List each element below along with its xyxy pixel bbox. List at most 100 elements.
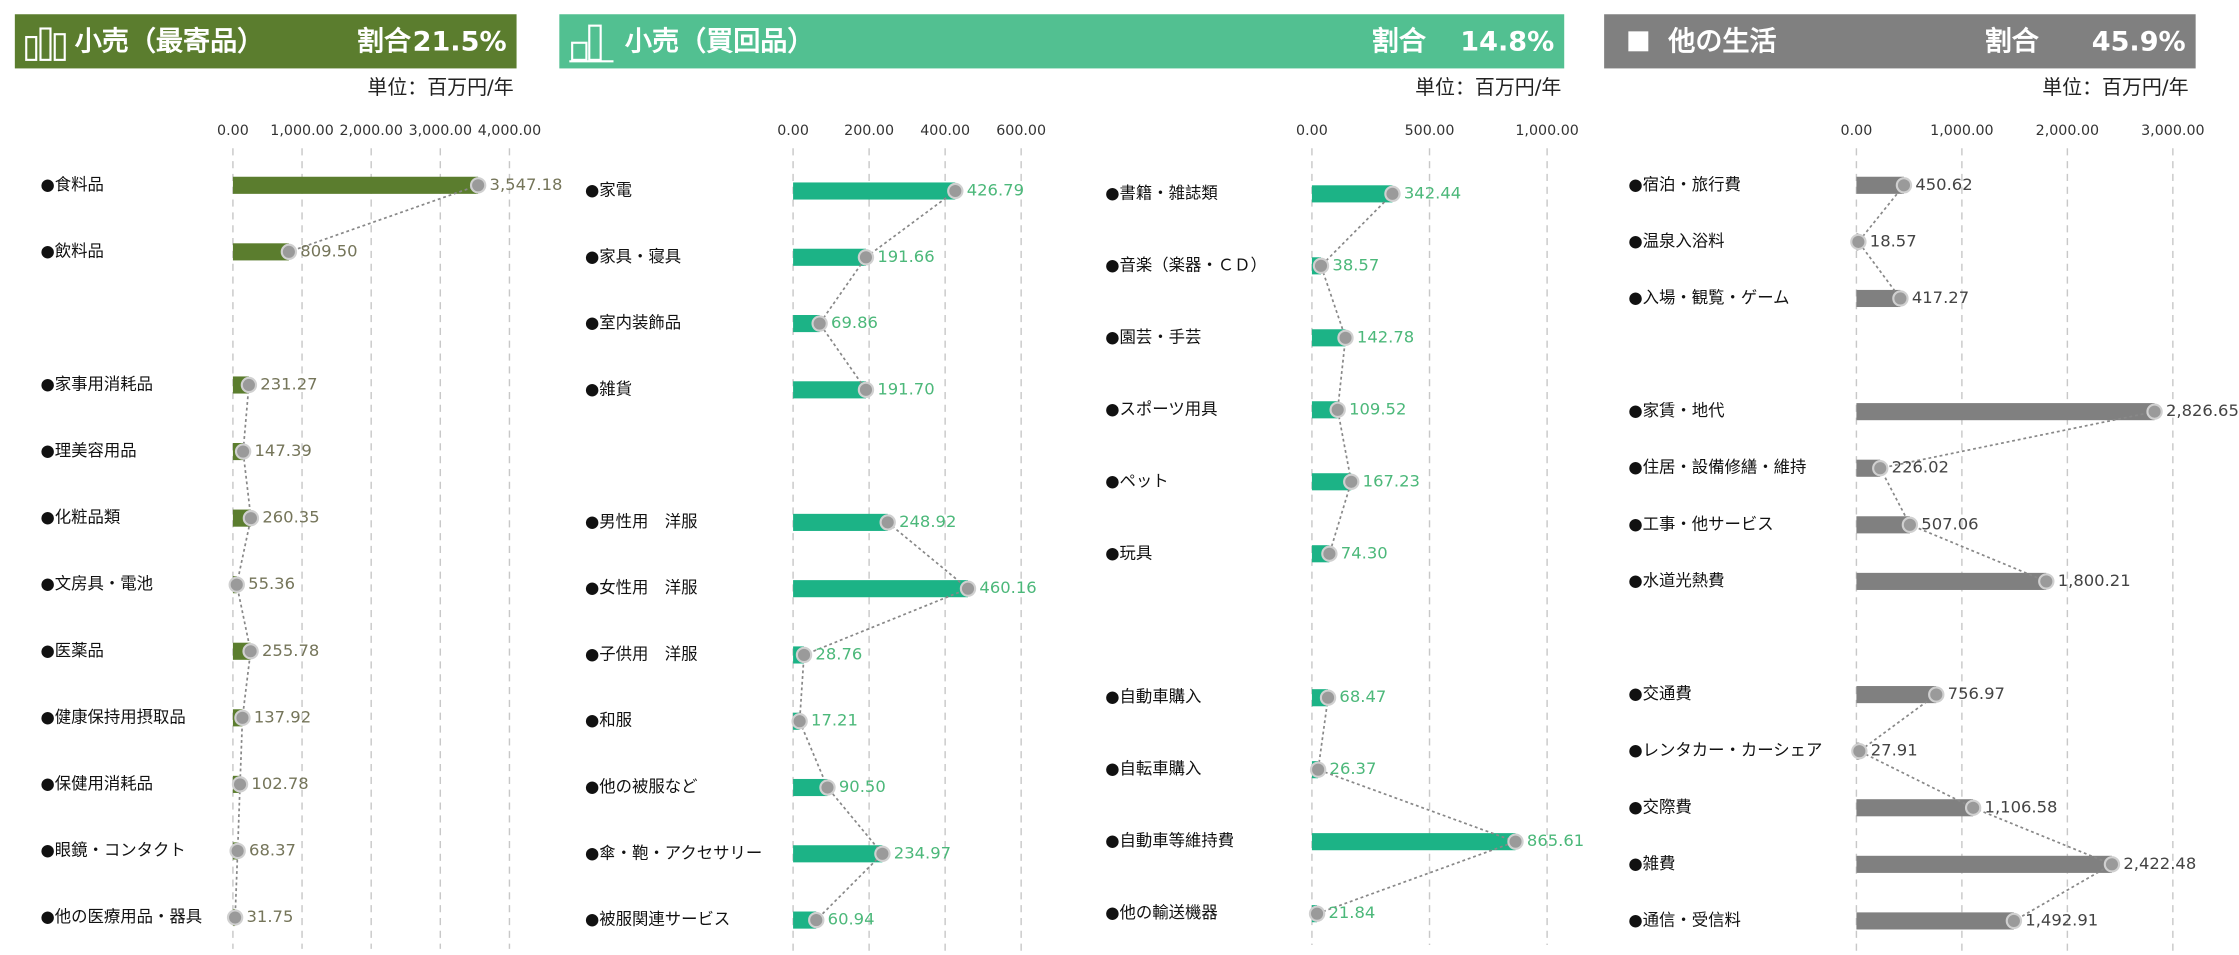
point-marker [1321, 545, 1338, 562]
bar [793, 778, 828, 797]
point-marker [959, 580, 977, 597]
value-label: 31.75 [247, 907, 294, 926]
point-marker [1337, 329, 1354, 347]
point-marker [795, 646, 813, 664]
unit-label: 単位：百万円/年 [1415, 75, 1561, 99]
x-tick-label: 0.00 [1296, 123, 1328, 139]
value-label: 69.86 [831, 313, 878, 332]
x-tick-label: 500.00 [1405, 123, 1455, 139]
value-label: 2,826.65 [2166, 401, 2239, 420]
bar [1311, 833, 1516, 851]
category-label: ●健康保持用摂取品 [40, 707, 185, 726]
point-marker [234, 443, 252, 460]
point-marker [234, 709, 251, 727]
point-marker [226, 909, 244, 926]
value-label: 68.47 [1339, 687, 1386, 706]
point-marker [231, 776, 249, 793]
value-label: 191.66 [877, 247, 934, 266]
point-marker [1343, 473, 1360, 490]
point-marker [280, 243, 298, 261]
value-label: 147.39 [255, 441, 312, 460]
point-marker [808, 911, 825, 929]
value-label: 248.92 [899, 512, 956, 531]
x-tick-label: 1,000.00 [1930, 123, 1993, 139]
x-tick-label: 0.00 [777, 123, 809, 139]
x-tick-label: 2,000.00 [339, 123, 402, 139]
value-label: 27.91 [1871, 741, 1918, 760]
value-label: 1,106.58 [1985, 797, 2058, 816]
category-label: ●飲料品 [40, 241, 103, 260]
value-label: 507.06 [1921, 514, 1978, 533]
category-label: ●化粧品類 [40, 508, 120, 527]
category-label: ●他の医療用品・器具 [40, 907, 202, 926]
bar [793, 845, 883, 863]
point-marker [469, 177, 487, 194]
header-icon [1628, 31, 1649, 52]
point-marker [2103, 856, 2121, 873]
value-label: 137.92 [254, 707, 311, 726]
x-tick-label: 2,000.00 [2036, 123, 2099, 139]
point-marker [1872, 460, 1889, 477]
bar [1311, 329, 1346, 347]
value-label: 74.30 [1341, 543, 1388, 562]
header-bar [559, 14, 1565, 69]
share-label: 割合 [1985, 25, 2040, 57]
category-label: ●男性用 洋服 [585, 512, 698, 531]
share-value: 14.8% [1460, 26, 1554, 57]
category-label: ●レンタカー・カーシェア [1628, 741, 1822, 760]
point-marker [1319, 689, 1337, 706]
panel-title: 小売（買回品） [625, 26, 815, 57]
category-label: ●住居・設備修繕・維持 [1628, 458, 1806, 477]
x-tick-label: 600.00 [996, 123, 1046, 139]
category-label: ●雑費 [1628, 854, 1675, 873]
category-label: ●自動車購入 [1105, 687, 1201, 706]
bar [1311, 185, 1393, 203]
x-tick-label: 200.00 [844, 123, 894, 139]
point-marker [874, 845, 891, 862]
connector-line [1878, 410, 2155, 583]
category-label: ●眼鏡・コンタクト [40, 840, 185, 859]
category-label: ●音楽（楽器・ＣＤ） [1105, 255, 1267, 274]
category-label: ●文房具・電池 [40, 574, 153, 593]
value-label: 255.78 [262, 641, 319, 660]
point-marker [1308, 905, 1326, 922]
value-label: 102.78 [251, 774, 308, 793]
point-marker [2005, 912, 2023, 930]
category-label: ●交通費 [1628, 684, 1691, 703]
point-marker [242, 643, 259, 660]
bar [1856, 799, 1974, 817]
category-label: ●被服関連サービス [585, 910, 730, 929]
value-label: 142.78 [1357, 327, 1414, 346]
header-bar [1604, 14, 2196, 69]
point-marker [1901, 516, 1919, 534]
category-label: ●スポーツ用具 [1105, 399, 1217, 418]
category-label: ●入場・観覧・ゲーム [1628, 288, 1789, 307]
point-marker [1312, 257, 1330, 275]
value-label: 21.84 [1328, 903, 1375, 922]
value-label: 260.35 [262, 508, 319, 527]
bar [232, 176, 479, 194]
x-tick-label: 0.00 [217, 123, 249, 139]
unit-label: 単位：百万円/年 [367, 75, 513, 99]
category-label: ●園芸・手芸 [1105, 327, 1201, 346]
x-tick-label: 0.00 [1841, 123, 1873, 139]
value-label: 1,800.21 [2058, 571, 2131, 590]
category-label: ●理美容用品 [40, 441, 136, 460]
x-tick-label: 3,000.00 [409, 123, 472, 139]
share-value: 45.9% [2092, 26, 2186, 57]
category-label: ●女性用 洋服 [585, 578, 698, 597]
bar [1856, 289, 1901, 308]
point-marker [228, 576, 245, 593]
value-label: 342.44 [1404, 183, 1461, 202]
header-icon [25, 27, 66, 61]
bar [232, 243, 289, 261]
value-label: 68.37 [249, 840, 296, 859]
x-tick-label: 1,000.00 [1515, 123, 1578, 139]
header-icon [569, 24, 614, 63]
category-label: ●保健用消耗品 [40, 774, 153, 793]
point-marker [229, 842, 246, 860]
point-marker [819, 779, 836, 796]
point-marker [1507, 833, 1524, 850]
x-tick-label: 400.00 [920, 123, 970, 139]
